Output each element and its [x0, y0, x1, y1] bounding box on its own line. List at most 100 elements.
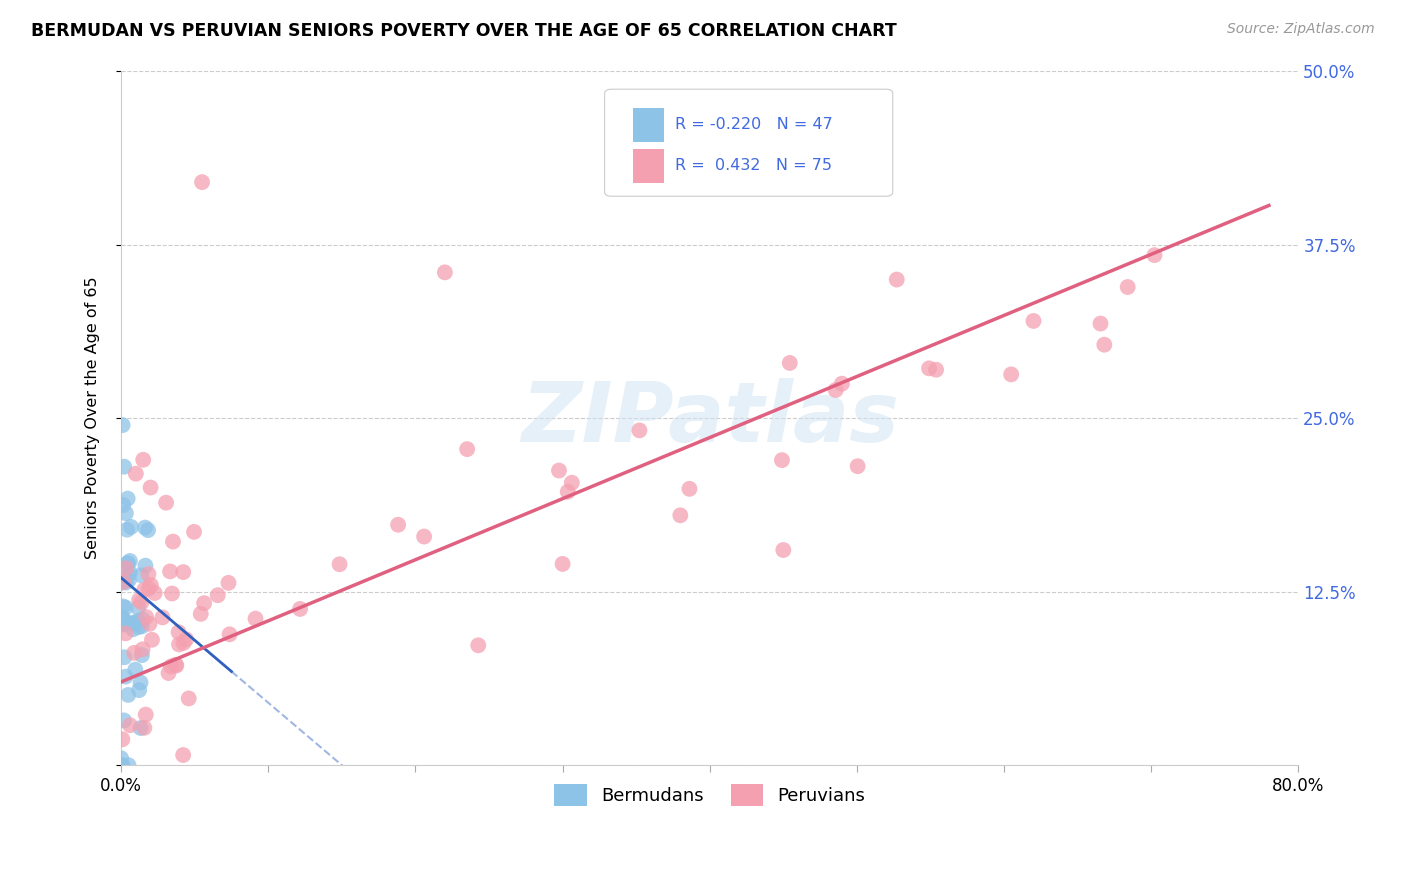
Text: R =  0.432   N = 75: R = 0.432 N = 75	[675, 159, 832, 173]
Point	[138, 567, 160, 582]
Point	[112, 459, 135, 474]
Text: BERMUDAN VS PERUVIAN SENIORS POVERTY OVER THE AGE OF 65 CORRELATION CHART: BERMUDAN VS PERUVIAN SENIORS POVERTY OVE…	[31, 22, 897, 40]
Text: Source: ZipAtlas.com: Source: ZipAtlas.com	[1227, 22, 1375, 37]
Point	[112, 599, 135, 614]
Point	[117, 556, 139, 570]
Point	[117, 758, 139, 772]
Point	[128, 593, 150, 607]
Point	[111, 418, 134, 433]
Point	[114, 600, 136, 615]
Point	[120, 718, 142, 732]
Point	[628, 424, 651, 438]
Point	[1092, 337, 1115, 351]
Point	[167, 637, 190, 651]
Point	[117, 688, 139, 702]
Point	[152, 610, 174, 624]
Point	[111, 758, 134, 772]
Point	[165, 657, 187, 672]
Point	[134, 558, 156, 573]
Point	[111, 732, 134, 747]
Point	[124, 663, 146, 677]
Point	[557, 484, 579, 499]
Legend: Bermudans, Peruvians: Bermudans, Peruvians	[546, 775, 875, 815]
Point	[160, 659, 183, 673]
Point	[218, 627, 240, 641]
Point	[245, 612, 267, 626]
Point	[128, 683, 150, 698]
Point	[112, 650, 135, 665]
Point	[117, 491, 139, 506]
Point	[139, 481, 162, 495]
Point	[111, 612, 134, 626]
Point	[172, 565, 194, 579]
Point	[129, 675, 152, 690]
Point	[139, 578, 162, 592]
Point	[190, 607, 212, 621]
Point	[110, 575, 132, 590]
Point	[114, 626, 136, 640]
Point	[122, 615, 145, 630]
Point	[117, 557, 139, 571]
Point	[115, 561, 138, 575]
Point	[115, 506, 138, 520]
Point	[288, 602, 311, 616]
Point	[183, 524, 205, 539]
Point	[131, 619, 153, 633]
Point	[165, 658, 187, 673]
Point	[846, 459, 869, 474]
Point	[918, 361, 941, 376]
Point	[173, 636, 195, 650]
Point	[122, 646, 145, 660]
Point	[120, 520, 142, 534]
Point	[129, 568, 152, 582]
Point	[111, 609, 134, 624]
Point	[127, 614, 149, 628]
Point	[143, 586, 166, 600]
Point	[387, 517, 409, 532]
Point	[110, 758, 132, 772]
Point	[162, 534, 184, 549]
Point	[131, 612, 153, 626]
Point	[551, 557, 574, 571]
Point	[669, 508, 692, 523]
Point	[779, 356, 801, 370]
Point	[678, 482, 700, 496]
Point	[831, 376, 853, 391]
Point	[118, 566, 141, 580]
Point	[413, 530, 436, 544]
Point	[1143, 248, 1166, 262]
Point	[134, 721, 156, 735]
Point	[117, 567, 139, 582]
Point	[122, 616, 145, 631]
Point	[112, 574, 135, 589]
Point	[132, 452, 155, 467]
Point	[112, 617, 135, 632]
Point	[127, 601, 149, 615]
Point	[110, 751, 132, 765]
Point	[207, 588, 229, 602]
Point	[157, 666, 180, 681]
Point	[141, 632, 163, 647]
Text: R = -0.220   N = 47: R = -0.220 N = 47	[675, 118, 832, 132]
Y-axis label: Seniors Poverty Over the Age of 65: Seniors Poverty Over the Age of 65	[86, 277, 100, 559]
Point	[138, 616, 160, 631]
Point	[1116, 280, 1139, 294]
Point	[114, 614, 136, 628]
Point	[160, 586, 183, 600]
Point	[131, 648, 153, 662]
Point	[155, 496, 177, 510]
Point	[1000, 368, 1022, 382]
Point	[1022, 314, 1045, 328]
Point	[772, 543, 794, 558]
Point	[125, 467, 148, 481]
Point	[925, 362, 948, 376]
Point	[191, 175, 214, 189]
Point	[135, 610, 157, 624]
Point	[135, 707, 157, 722]
Point	[217, 575, 239, 590]
Point	[114, 670, 136, 684]
Point	[115, 523, 138, 537]
Point	[193, 596, 215, 610]
Point	[561, 475, 583, 490]
Point	[548, 463, 571, 477]
